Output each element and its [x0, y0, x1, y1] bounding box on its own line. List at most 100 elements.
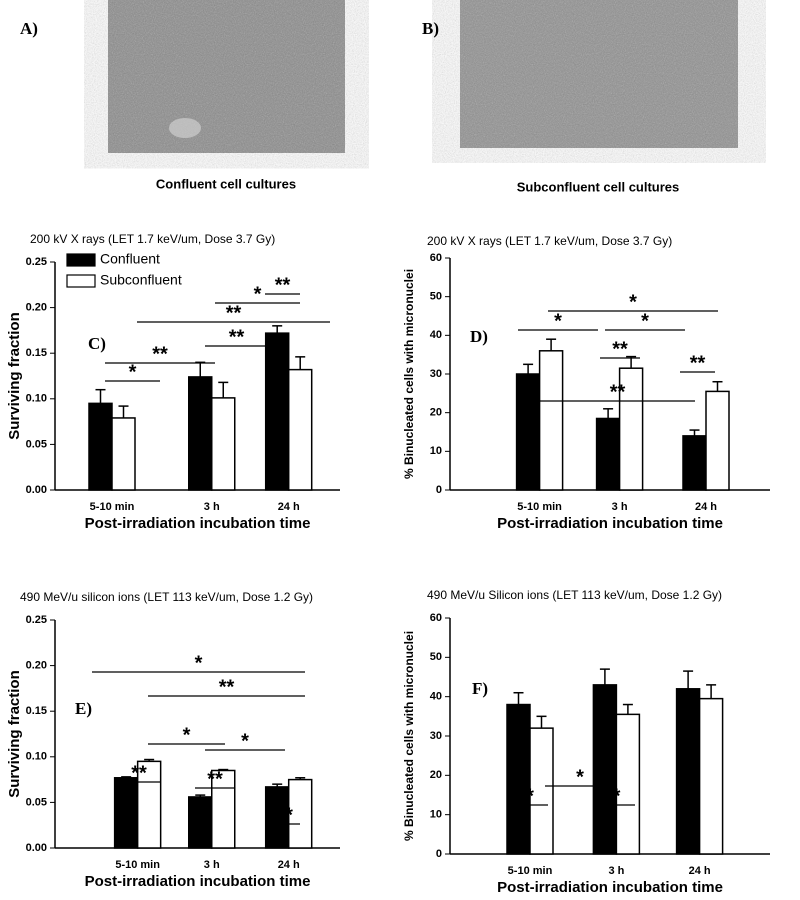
bar — [698, 697, 724, 855]
bar — [592, 684, 618, 855]
significance-label: ** — [690, 352, 706, 374]
y-tick-label: 10 — [430, 445, 442, 457]
micrograph-a-texture — [108, 0, 345, 153]
x-tick-label: 3 h — [612, 501, 628, 513]
bar — [88, 402, 113, 491]
significance-label: * — [254, 283, 262, 305]
bar — [682, 435, 707, 491]
y-tick-label: 60 — [430, 252, 442, 264]
x-axis-label: Post-irradiation incubation time — [497, 515, 723, 532]
significance-label: ** — [131, 762, 147, 784]
y-tick-label: 0.05 — [26, 796, 47, 808]
x-axis-label: Post-irradiation incubation time — [85, 515, 311, 532]
y-tick-label: 50 — [430, 291, 442, 303]
y-tick-label: 0.20 — [26, 302, 47, 314]
bar — [705, 390, 730, 491]
significance-label: * — [576, 766, 584, 788]
y-tick-label: 0 — [436, 484, 442, 496]
x-tick-label: 5-10 min — [517, 501, 562, 513]
y-tick-label: 40 — [430, 691, 442, 703]
panel-label: D) — [470, 327, 488, 346]
bar — [287, 778, 313, 849]
significance-label: * — [285, 804, 293, 826]
image-caption: Subconfluent cell cultures — [517, 179, 680, 194]
significance-label: * — [183, 724, 191, 746]
x-tick-label: 24 h — [278, 859, 300, 871]
y-tick-label: 0.10 — [26, 393, 47, 405]
chart-title: 490 MeV/u Silicon ions (LET 113 keV/um, … — [427, 588, 722, 602]
bar — [287, 368, 313, 491]
x-tick-label: 3 h — [204, 859, 220, 871]
bar — [515, 373, 541, 491]
y-tick-label: 20 — [430, 769, 442, 781]
image-label: B) — [422, 19, 439, 38]
y-axis-label: Surviving fraction — [6, 670, 23, 798]
x-axis-label: Post-irradiation incubation time — [497, 879, 723, 896]
legend-label: Confluent — [100, 251, 160, 267]
y-tick-label: 50 — [430, 651, 442, 663]
panel-label: C) — [88, 334, 106, 353]
legend-swatch — [66, 253, 96, 267]
y-tick-label: 0.20 — [26, 660, 47, 672]
y-tick-label: 0.00 — [26, 842, 47, 854]
image-caption: Confluent cell cultures — [156, 176, 296, 191]
chart-title: 490 MeV/u silicon ions (LET 113 keV/um, … — [20, 590, 313, 604]
y-axis-label: % Binucleated cells with micronuclei — [402, 631, 416, 841]
x-tick-label: 24 h — [689, 865, 711, 877]
y-tick-label: 0.10 — [26, 751, 47, 763]
y-tick-label: 60 — [430, 612, 442, 624]
significance-label: * — [241, 730, 249, 752]
x-axis-label: Post-irradiation incubation time — [85, 873, 311, 890]
significance-label: ** — [275, 274, 291, 296]
y-tick-label: 0.00 — [26, 484, 47, 496]
y-axis-label: % Binucleated cells with micronuclei — [402, 269, 416, 479]
y-axis-label: Surviving fraction — [6, 312, 23, 440]
significance-label: ** — [152, 343, 168, 365]
chart-title: 200 kV X rays (LET 1.7 keV/um, Dose 3.7 … — [427, 234, 672, 248]
bar — [111, 417, 136, 491]
significance-label: * — [195, 652, 203, 674]
bar — [618, 367, 644, 491]
significance-label: ** — [610, 381, 626, 403]
bar — [211, 769, 236, 849]
bar — [538, 350, 564, 491]
significance-label: * — [554, 310, 562, 332]
x-tick-label: 24 h — [695, 501, 717, 513]
y-tick-label: 0.25 — [26, 256, 47, 268]
x-tick-label: 5-10 min — [508, 865, 553, 877]
significance-label: ** — [612, 338, 628, 360]
bar — [188, 796, 213, 849]
significance-label: ** — [226, 302, 242, 324]
significance-label: * — [526, 785, 534, 807]
y-tick-label: 0.05 — [26, 438, 47, 450]
y-tick-label: 0 — [436, 848, 442, 860]
y-tick-label: 30 — [430, 368, 442, 380]
x-tick-label: 3 h — [608, 865, 624, 877]
micrograph-b-texture — [460, 0, 738, 148]
panel-label: F) — [472, 679, 488, 698]
y-tick-label: 0.15 — [26, 705, 47, 717]
bar — [264, 332, 290, 491]
bar — [529, 727, 554, 855]
bar — [675, 688, 701, 855]
significance-label: ** — [219, 676, 235, 698]
bar — [211, 397, 236, 491]
x-tick-label: 3 h — [204, 501, 220, 513]
significance-label: ** — [229, 326, 245, 348]
significance-label: * — [613, 785, 621, 807]
significance-label: ** — [207, 768, 223, 790]
legend-label: Subconfluent — [100, 272, 182, 288]
bar — [113, 777, 139, 849]
bar — [506, 703, 531, 855]
y-tick-label: 0.25 — [26, 614, 47, 626]
significance-label: * — [629, 291, 637, 313]
bar — [615, 713, 641, 855]
significance-label: * — [641, 310, 649, 332]
chart-title: 200 kV X rays (LET 1.7 keV/um, Dose 3.7 … — [30, 232, 275, 246]
bar — [136, 760, 162, 849]
x-tick-label: 24 h — [278, 501, 300, 513]
image-label: A) — [20, 19, 38, 38]
y-tick-label: 0.15 — [26, 347, 47, 359]
y-tick-label: 20 — [430, 407, 442, 419]
